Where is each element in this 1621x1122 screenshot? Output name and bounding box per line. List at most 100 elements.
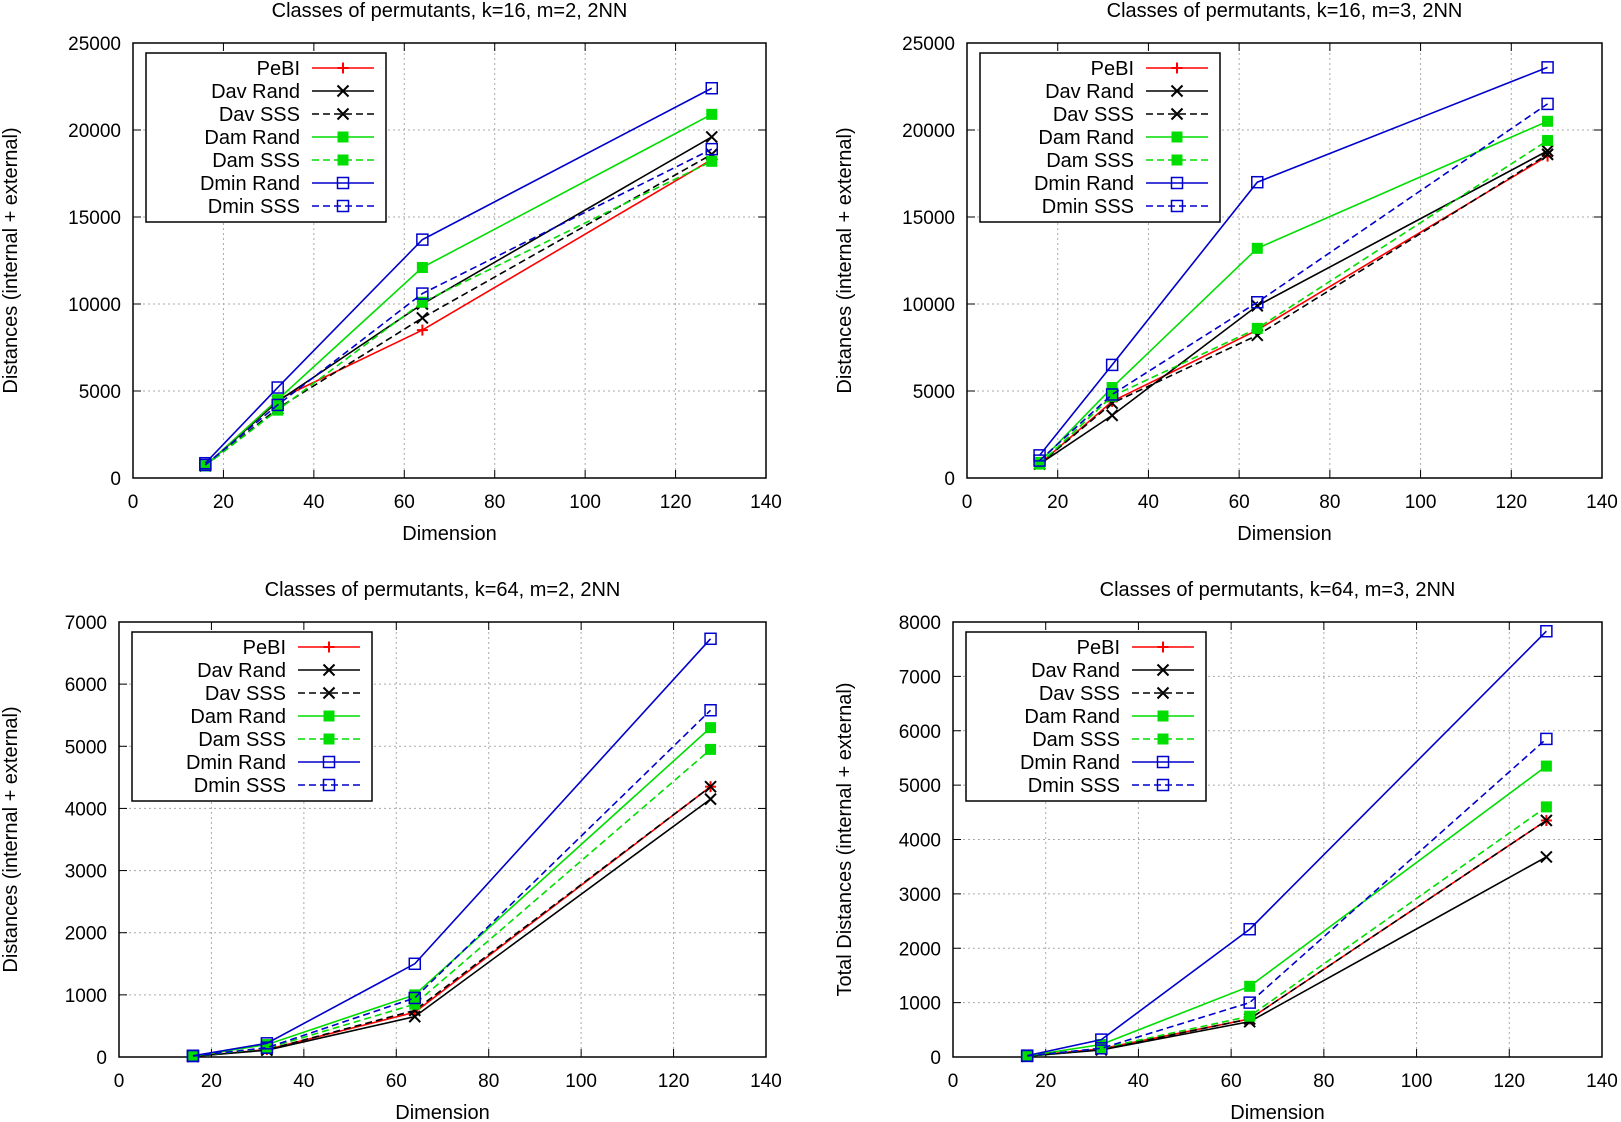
data-point <box>1021 1050 1033 1062</box>
legend-marker-b <box>1156 686 1170 700</box>
y-tick-label: 25000 <box>68 34 121 55</box>
data-point <box>1095 1033 1108 1046</box>
series-pebi <box>1021 814 1552 1062</box>
legend-marker <box>337 154 349 166</box>
series-dav-sss <box>186 780 717 1063</box>
data-point <box>1034 458 1046 470</box>
x-tick-label: 80 <box>1313 1071 1334 1092</box>
series-group <box>1020 624 1553 1063</box>
data-point <box>705 722 717 734</box>
series-line <box>1027 765 1547 1057</box>
x-tick-label: 120 <box>660 492 692 513</box>
legend-label: Dam Rand <box>204 127 300 149</box>
chart-panel-1: 0 20 40 60 80 100 120 140 0 5000 10000 15000 20000 25… <box>0 0 782 545</box>
x-tick-label: 100 <box>569 492 601 513</box>
x-tick-label: 120 <box>658 1071 690 1092</box>
y-tick-label: 5000 <box>79 382 121 403</box>
x-axis-label: Dimension <box>402 523 496 545</box>
data-point <box>1105 388 1119 401</box>
series-dav-sss <box>1033 148 1554 471</box>
x-tick-label: 0 <box>962 492 973 513</box>
legend-label: Dav SSS <box>1053 104 1134 126</box>
y-tick-label: 20000 <box>902 121 955 142</box>
data-point <box>1251 175 1264 189</box>
x-tick-label: 140 <box>750 1071 782 1092</box>
data-point <box>1095 1042 1108 1055</box>
x-tick-label: 0 <box>948 1071 959 1092</box>
data-point <box>1105 358 1119 372</box>
y-tick-label: 0 <box>930 1048 941 1069</box>
legend-label: PeBI <box>1077 637 1120 659</box>
data-point <box>1541 97 1554 111</box>
legend-marker-b <box>336 107 350 121</box>
legend-marker <box>1170 176 1184 190</box>
legend-label: Dmin Rand <box>186 752 286 774</box>
legend-marker <box>1157 733 1169 745</box>
y-tick-label: 20000 <box>68 121 121 142</box>
series-group <box>186 632 717 1063</box>
series-line <box>192 786 712 1058</box>
data-point <box>706 108 718 120</box>
ticks: 0 20 40 60 80 100 120 140 0 5000 10000 15000 20000 25… <box>902 34 1618 513</box>
legend-label: Dam SSS <box>1032 729 1120 751</box>
series-line <box>192 709 712 1057</box>
x-tick-label: 0 <box>128 492 139 513</box>
y-tick-label: 15000 <box>68 208 121 229</box>
series-dmin-sss <box>1033 97 1554 467</box>
series-dav-rand <box>186 792 717 1063</box>
x-tick-label: 60 <box>1229 492 1250 513</box>
series-line <box>204 113 713 467</box>
data-point <box>408 957 422 971</box>
chart-panel-3: 0 20 40 60 80 100 120 140 0 1000 2000 3000 4000 5000 6… <box>0 579 782 1122</box>
data-point <box>705 81 718 95</box>
x-tick-label: 60 <box>1221 1071 1242 1092</box>
y-tick-label: 8000 <box>899 613 941 634</box>
series-line <box>192 638 712 1057</box>
legend-marker <box>1170 199 1184 213</box>
y-tick-label: 2000 <box>65 924 107 945</box>
data-point <box>704 703 717 717</box>
x-tick-label: 60 <box>394 492 415 513</box>
series-line <box>192 786 712 1058</box>
y-axis-label: Distances (internal + external) <box>834 127 856 393</box>
data-point <box>271 398 284 412</box>
y-tick-label: 6000 <box>65 675 107 696</box>
x-axis-label: Dimension <box>1230 1102 1324 1122</box>
data-point <box>1251 242 1263 254</box>
x-tick-label: 120 <box>1495 492 1527 513</box>
data-point <box>1033 454 1046 467</box>
legend-marker-b <box>322 686 336 700</box>
x-tick-label: 140 <box>750 492 782 513</box>
legend-label: Dam Rand <box>1038 127 1134 149</box>
x-tick-label: 120 <box>1493 1071 1525 1092</box>
chart-title: Classes of permutants, k=16, m=2, 2NN <box>272 0 628 22</box>
y-tick-label: 5000 <box>899 776 941 797</box>
legend-marker <box>322 778 336 792</box>
data-point <box>1244 1010 1256 1022</box>
legend-marker <box>1156 778 1170 792</box>
data-point <box>409 989 421 1001</box>
data-point-b <box>1251 299 1264 312</box>
series-line <box>192 798 712 1058</box>
ticks: 0 20 40 60 80 100 120 140 0 1000 2000 3000 4000 5000 6… <box>65 613 782 1092</box>
legend-marker <box>322 755 336 769</box>
legend-label: Dmin Rand <box>1034 173 1134 195</box>
data-point <box>1540 732 1553 746</box>
x-tick-label: 20 <box>1035 1071 1056 1092</box>
x-tick-label: 20 <box>1047 492 1068 513</box>
legend-marker <box>323 710 335 722</box>
legend-label: Dam SSS <box>198 729 286 751</box>
chart-panel-4: 0 20 40 60 80 100 120 140 0 1000 2000 3000 4000 5000 6… <box>834 579 1618 1122</box>
ticks: 0 20 40 60 80 100 120 140 0 1000 2000 3000 4000 5000 6… <box>899 613 1618 1092</box>
legend-label: Dmin SSS <box>1028 775 1120 797</box>
data-point <box>706 155 718 167</box>
legend-label: Dav SSS <box>1039 683 1120 705</box>
series-dmin-rand <box>199 81 718 470</box>
data-point-b <box>416 311 429 325</box>
y-tick-label: 3000 <box>899 885 941 906</box>
series-dav-rand <box>1020 850 1553 1063</box>
data-point <box>199 460 211 472</box>
data-point <box>186 1049 200 1063</box>
